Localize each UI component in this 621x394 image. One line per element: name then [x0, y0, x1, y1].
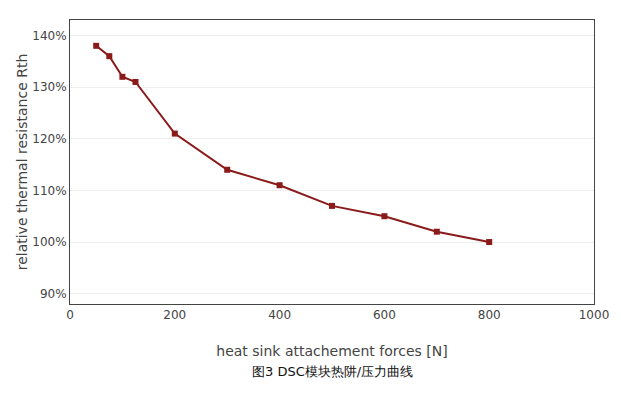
svg-text:600: 600: [373, 308, 396, 322]
svg-text:100%: 100%: [32, 235, 66, 249]
svg-text:800: 800: [478, 308, 501, 322]
svg-text:图3 DSC模块热阱/压力曲线: 图3 DSC模块热阱/压力曲线: [252, 364, 413, 379]
svg-text:heat sink attachement forces [: heat sink attachement forces [N]: [216, 343, 447, 359]
svg-text:110%: 110%: [32, 184, 66, 198]
svg-text:1000: 1000: [579, 308, 610, 322]
svg-text:0: 0: [66, 308, 74, 322]
svg-text:200: 200: [163, 308, 186, 322]
svg-text:120%: 120%: [32, 132, 66, 146]
svg-text:140%: 140%: [32, 29, 66, 43]
svg-text:400: 400: [268, 308, 291, 322]
svg-text:130%: 130%: [32, 80, 66, 94]
svg-text:relative thermal resistance Rt: relative thermal resistance Rth: [14, 54, 30, 271]
svg-text:90%: 90%: [40, 287, 67, 301]
